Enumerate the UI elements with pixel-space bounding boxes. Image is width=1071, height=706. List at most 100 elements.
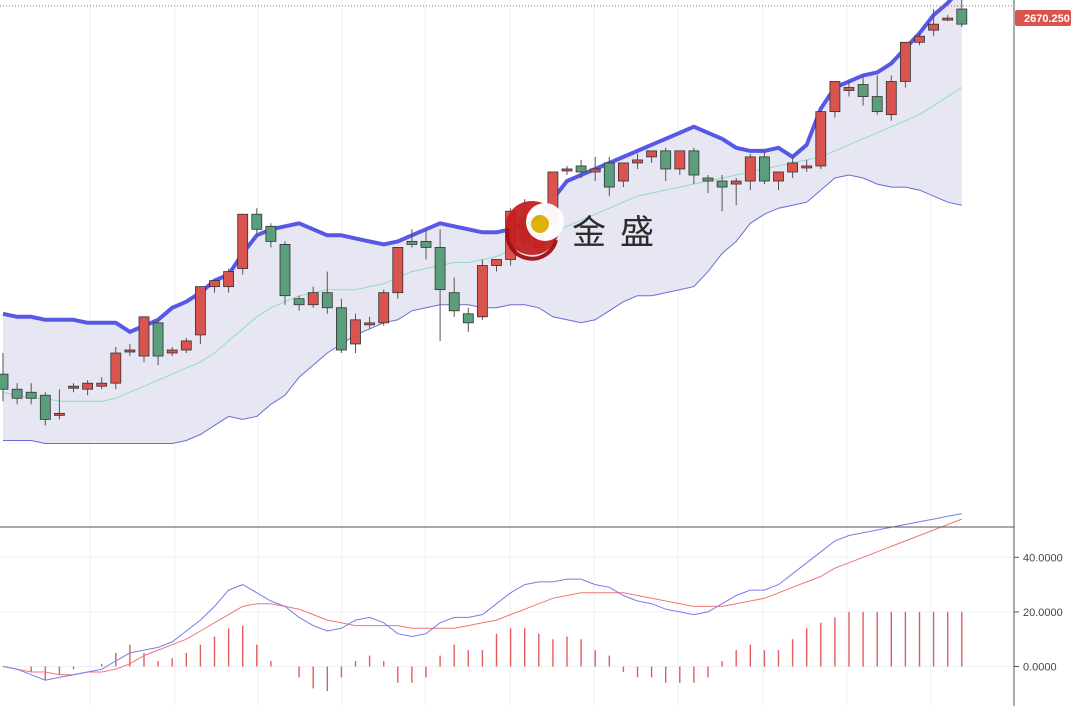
candle-0 (0, 353, 9, 402)
candle-53 (744, 153, 756, 191)
candle-body (632, 159, 643, 164)
candle-body (956, 8, 968, 25)
candle-body (462, 313, 474, 324)
candle-body (914, 35, 925, 43)
candle-body (279, 243, 291, 297)
candle-42 (589, 156, 601, 182)
candle-51 (716, 175, 728, 212)
candle-body (857, 84, 869, 97)
candle-body (660, 150, 672, 170)
candle-body (575, 165, 587, 173)
candle-body (223, 271, 235, 288)
candle-body (350, 319, 361, 345)
candle-54 (759, 150, 770, 185)
candle-body (843, 87, 855, 91)
candle-body (39, 394, 51, 420)
candle-20 (279, 241, 291, 305)
candle-body (561, 168, 573, 172)
bollinger-bands (2, 0, 963, 444)
candle-body (96, 382, 108, 387)
candle-23 (321, 271, 333, 314)
candle-body (716, 180, 728, 188)
candle-31 (434, 229, 446, 341)
candle-10 (138, 316, 150, 363)
candle-57 (801, 159, 813, 172)
candle-33 (462, 307, 474, 332)
candle-47 (660, 147, 672, 182)
candle-body (646, 150, 657, 158)
candle-body (11, 388, 23, 399)
candle-body (448, 292, 460, 312)
candle-44 (618, 162, 629, 188)
candle-41 (575, 159, 587, 179)
candle-body (209, 280, 220, 288)
candle-body (25, 391, 37, 399)
candle-body (0, 373, 9, 390)
candle-5 (68, 383, 79, 393)
candle-body (829, 81, 841, 113)
candle-7 (96, 377, 108, 390)
candle-62 (871, 75, 883, 115)
candle-body (730, 180, 742, 185)
candle-24 (335, 298, 347, 354)
candle-48 (674, 150, 686, 175)
candle-body (885, 81, 897, 116)
candle-body (110, 352, 122, 384)
candle-body (392, 247, 404, 294)
candle-43 (603, 156, 615, 197)
candle-16 (223, 268, 235, 293)
candle-body (688, 150, 700, 176)
candle-65 (914, 33, 925, 46)
candle-63 (885, 75, 897, 121)
candle-8 (110, 346, 122, 390)
candle-22 (307, 286, 319, 308)
candle-body (773, 171, 784, 182)
candle-45 (632, 153, 643, 169)
candle-30 (420, 229, 432, 260)
candle-46 (646, 150, 657, 163)
watermark-brand-text: 金盛 (572, 213, 668, 253)
candle-68 (956, 0, 968, 28)
candle-body (434, 247, 446, 291)
candle-body (152, 322, 164, 357)
candle-body (406, 240, 418, 245)
macd-dif-line (2, 513, 962, 681)
candle-body (759, 156, 770, 182)
watermark: 金盛 (505, 201, 668, 261)
candle-27 (378, 289, 390, 326)
macd-tick-label-2: 0.0000 (1023, 662, 1057, 674)
macd-tick-label-1: 20.0000 (1023, 607, 1063, 619)
candle-1 (11, 383, 23, 405)
candle-body (618, 162, 629, 182)
candle-body (589, 168, 601, 173)
candle-9 (124, 343, 136, 357)
candle-58 (815, 111, 827, 169)
candle-body (744, 156, 756, 182)
candle-body (674, 150, 686, 170)
candle-body (82, 382, 93, 390)
candle-11 (152, 319, 164, 366)
candle-17 (237, 213, 249, 275)
candle-2 (25, 383, 37, 405)
candle-body (815, 111, 827, 167)
candle-61 (857, 75, 869, 106)
candle-body (702, 177, 714, 182)
candle-body (194, 286, 206, 336)
candle-60 (843, 81, 855, 97)
candle-body (787, 162, 798, 173)
jinsheng-logo-icon (505, 201, 564, 261)
candle-55 (773, 171, 784, 191)
candle-body (364, 322, 376, 326)
candle-body (180, 340, 192, 351)
candle-32 (448, 277, 460, 317)
candle-body (801, 165, 813, 169)
candle-59 (829, 81, 841, 118)
candle-body (124, 349, 136, 353)
macd-panel (2, 513, 963, 692)
macd-dea-line (2, 518, 962, 676)
candle-40 (561, 165, 573, 175)
candle-body (603, 162, 615, 188)
